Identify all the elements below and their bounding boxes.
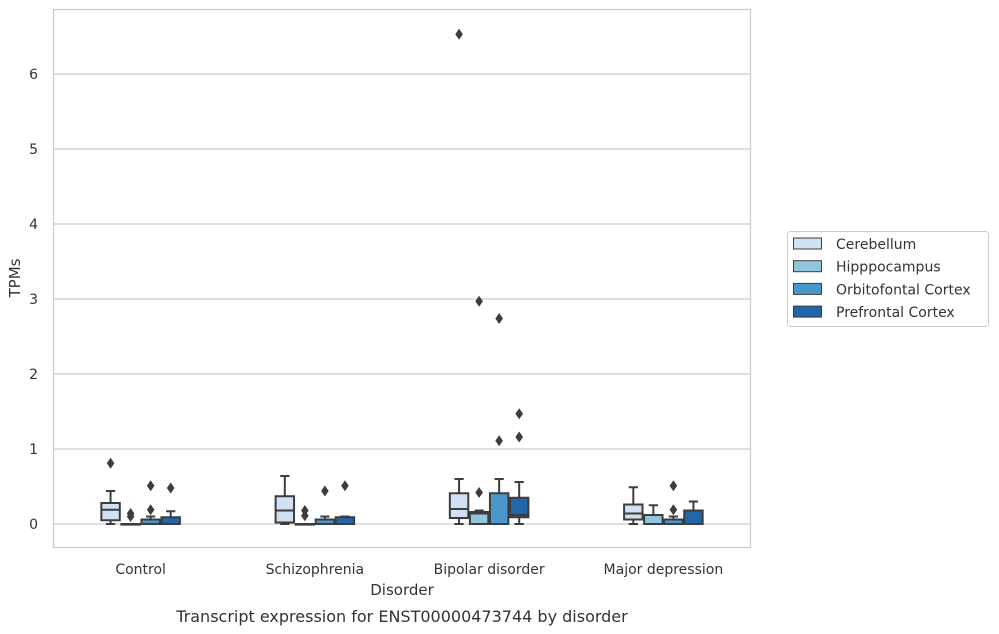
- y-tick-label: 0: [29, 517, 38, 533]
- outlier-point: [321, 485, 329, 497]
- outlier-point: [341, 480, 349, 492]
- series-cerebellum: [100, 28, 644, 525]
- outlier-point: [515, 431, 523, 443]
- box: [508, 496, 530, 519]
- y-tick-label: 2: [29, 367, 38, 383]
- outlier-point: [669, 480, 678, 492]
- y-tick-label: 6: [29, 67, 38, 83]
- series-prefrontal-cortex: [160, 408, 704, 525]
- box: [643, 514, 664, 525]
- legend-label: Prefrontal Cortex: [836, 305, 955, 321]
- legend-swatch: [793, 237, 822, 250]
- legend-swatch: [793, 282, 822, 295]
- outlier-point: [301, 505, 309, 516]
- legend-label: Hipppocampus: [836, 260, 941, 276]
- box: [488, 492, 510, 525]
- outlier-point: [455, 28, 463, 40]
- outlier-point: [126, 508, 135, 519]
- plot-area-frame: [52, 8, 752, 549]
- y-axis-label: TPMs: [6, 258, 24, 298]
- x-tick-label: Major depression: [604, 562, 724, 578]
- box: [468, 511, 490, 525]
- outlier-point: [669, 504, 678, 516]
- box: [448, 492, 470, 519]
- y-tick-label: 3: [29, 292, 38, 308]
- legend-frame: [787, 231, 989, 327]
- outlier-point: [475, 295, 483, 307]
- box: [623, 503, 644, 521]
- outlier-point: [146, 504, 155, 516]
- y-tick-label: 5: [29, 142, 38, 158]
- series-hipppocampus: [120, 295, 664, 526]
- chart-caption: Transcript expression for ENST0000047374…: [175, 607, 628, 626]
- legend-label: Cerebellum: [836, 237, 916, 253]
- y-tick-label: 1: [29, 442, 38, 458]
- outlier-point: [495, 313, 503, 324]
- outlier-point: [495, 435, 503, 447]
- x-axis-label: Disorder: [370, 581, 434, 599]
- series-orbitofontal-cortex: [140, 313, 684, 525]
- x-tick-label: Bipolar disorder: [434, 562, 545, 578]
- legend-swatch: [793, 305, 822, 318]
- box: [274, 495, 296, 524]
- x-axis-ticks: Control Schizophrenia Bipolar disorder Majo…: [115, 562, 723, 578]
- box: [334, 516, 356, 525]
- legend-label: Orbitofontal Cortex: [836, 282, 971, 298]
- outlier-point: [166, 482, 175, 494]
- x-tick-label: Control: [115, 562, 166, 578]
- outlier-point: [146, 480, 155, 492]
- box: [683, 509, 704, 525]
- y-axis-ticks: 0 1 2 3 4 5 6: [29, 67, 38, 533]
- outlier-point: [475, 487, 483, 498]
- legend-swatch: [793, 260, 822, 273]
- x-tick-label: Schizophrenia: [266, 562, 364, 578]
- y-tick-label: 4: [29, 217, 38, 233]
- outlier-point: [106, 457, 115, 469]
- box: [100, 502, 121, 522]
- gridlines: [53, 73, 751, 525]
- outlier-point: [515, 408, 523, 420]
- box-series: [100, 28, 704, 526]
- legend: Cerebellum Hipppocampus Orbitofontal Corte…: [787, 231, 989, 327]
- box: [160, 516, 181, 525]
